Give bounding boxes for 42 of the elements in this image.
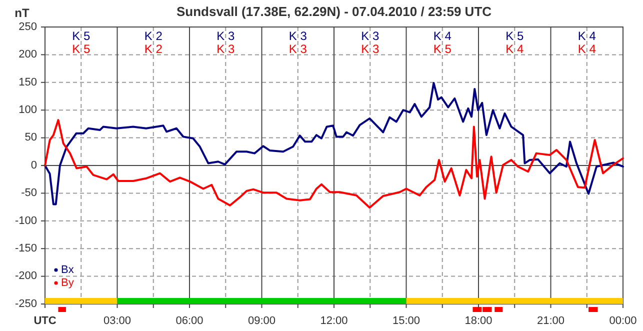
- y-tick-label: 200: [18, 48, 37, 61]
- annotation: K 2: [144, 42, 163, 56]
- annotation: K 5: [72, 29, 90, 44]
- y-axis-title: nT: [14, 6, 30, 20]
- annotation: K 3: [288, 29, 308, 44]
- annotation: K 3: [361, 42, 380, 56]
- y-tick-label: -50: [21, 187, 37, 200]
- x-tick-label: 18:00: [464, 315, 492, 327]
- y-tick-label: 50: [24, 132, 37, 144]
- x-tick-label: 12:00: [320, 315, 348, 327]
- annotation: K 4: [578, 42, 596, 56]
- annotation: K 3: [288, 42, 308, 56]
- annotation: K 3: [361, 29, 380, 44]
- y-tick-label: -100: [14, 214, 37, 227]
- annotation: K 5: [506, 29, 524, 44]
- x-tick-label: 03:00: [103, 315, 132, 327]
- x-tick-label: 00:00: [609, 315, 637, 327]
- annotation: K 5: [72, 42, 90, 56]
- annotation: K 3: [216, 29, 235, 44]
- y-tick-label: -250: [14, 298, 37, 310]
- annotation: K 4: [433, 29, 452, 44]
- y-tick-label: 100: [18, 104, 37, 116]
- legend-label: By: [61, 276, 74, 289]
- annotation: K 4: [578, 29, 596, 44]
- x-tick-label: UTC: [34, 315, 56, 327]
- line-series: [44, 82, 624, 206]
- annotation: K 4: [506, 42, 524, 56]
- y-tick-label: 150: [18, 76, 37, 88]
- annotation: K 2: [144, 29, 163, 44]
- y-tick-label: 250: [18, 20, 37, 33]
- y-tick-label: 0: [30, 159, 37, 172]
- x-tick-label: 06:00: [176, 315, 204, 327]
- y-tick-label: -200: [14, 270, 37, 282]
- x-tick-label: 15:00: [392, 315, 420, 327]
- y-tick-label: -150: [14, 242, 37, 255]
- legend-label: Bx: [61, 264, 74, 276]
- annotation: K 5: [433, 42, 452, 56]
- chart-title: Sundsvall (17.38E, 62.29N) - 07.04.2010 / 23:59 UTC: [176, 4, 492, 19]
- line-series: [44, 119, 624, 209]
- annotation: K 3: [216, 42, 235, 56]
- x-tick-label: 09:00: [248, 315, 276, 327]
- x-tick-label: 21:00: [536, 315, 565, 327]
